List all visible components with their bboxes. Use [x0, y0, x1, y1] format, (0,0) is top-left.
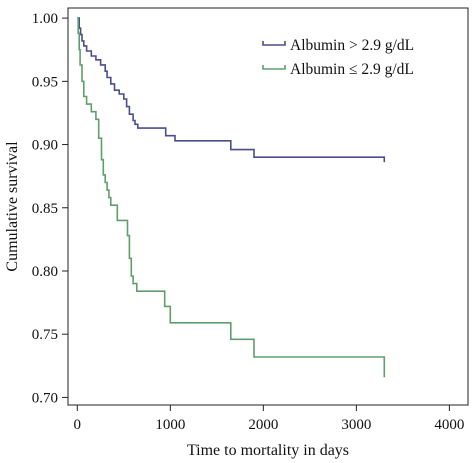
x-axis-label: Time to mortality in days	[187, 442, 349, 459]
legend-swatch-2	[262, 65, 286, 70]
y-tick-label: 1.00	[32, 11, 58, 27]
y-tick-label: 0.70	[32, 390, 58, 406]
x-tick-label: 1000	[155, 417, 185, 433]
y-tick-label: 0.85	[32, 201, 58, 217]
x-axis-ticks: 0 1000 2000 3000 4000	[74, 405, 464, 433]
series-layer	[77, 17, 386, 378]
series-line-1	[77, 17, 386, 163]
y-tick-label: 0.95	[32, 74, 58, 90]
y-axis-ticks: 0.70 0.75 0.80 0.85 0.90 0.95 1.00	[32, 11, 68, 406]
series-line-2	[77, 17, 386, 378]
legend-label-1: Albumin > 2.9 g/dL	[290, 37, 414, 54]
x-tick-label: 2000	[248, 417, 278, 433]
legend-swatch-1	[262, 41, 286, 46]
x-tick-label: 3000	[341, 417, 371, 433]
y-tick-label: 0.80	[32, 264, 58, 280]
plot-frame	[67, 7, 469, 406]
y-tick-label: 0.90	[32, 138, 58, 154]
x-tick-label: 4000	[434, 417, 464, 433]
y-axis-label: Cumulative survival	[4, 141, 21, 272]
legend: Albumin > 2.9 g/dL Albumin ≤ 2.9 g/dL	[262, 37, 414, 78]
x-tick-label: 0	[74, 417, 82, 433]
legend-label-2: Albumin ≤ 2.9 g/dL	[290, 61, 414, 78]
y-tick-label: 0.75	[32, 327, 58, 343]
